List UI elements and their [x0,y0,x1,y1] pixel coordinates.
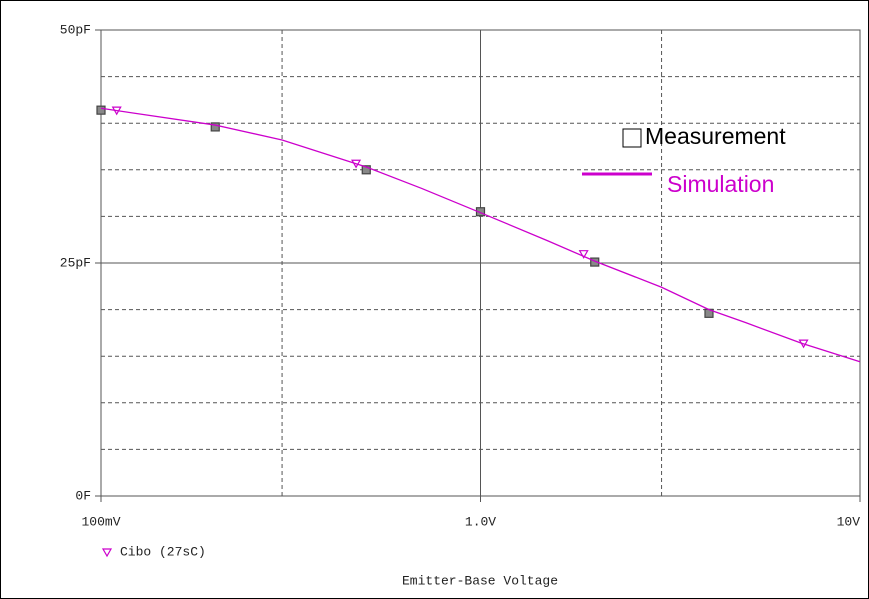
legend-label: Cibo (27sC) [120,544,206,559]
marker [475,207,486,217]
legend-swatch [622,128,642,148]
y-tick-label: 25pF [60,255,91,270]
marker [578,250,589,259]
x-tick-label: 100mV [81,514,120,529]
y-tick-label: 50pF [60,22,91,37]
x-tick-label: 10V [837,514,861,529]
legend-label: Simulation [667,171,774,197]
y-tick-label: 0F [75,488,91,503]
x-axis-label: Emitter-Base Voltage [402,573,558,588]
marker [111,106,122,116]
marker [361,165,371,175]
plot-frame [100,29,861,497]
line [100,107,861,363]
legend-swatch [101,548,113,558]
marker [798,339,809,349]
marker [351,159,362,169]
x-tick-label: 1.0V [465,514,496,529]
marker [210,122,220,132]
marker [96,105,106,115]
legend-label: Measurement [645,123,786,149]
